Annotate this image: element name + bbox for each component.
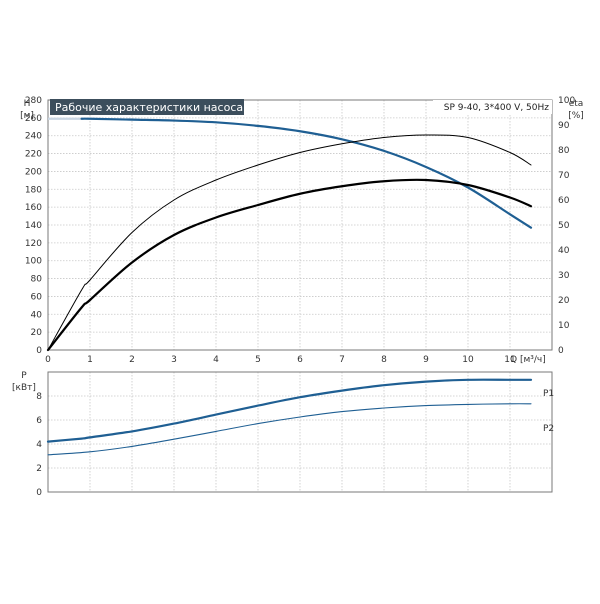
head-tick-label: 240 <box>25 132 42 142</box>
power-tick-label: 8 <box>36 392 42 402</box>
efficiency-tick-label: 80 <box>558 146 570 156</box>
upper-gridlines <box>48 99 552 350</box>
upper-tick-labels: 0 1 2 3 4 5 6 7 8 9 10 1102040608010012014016018020… <box>25 96 576 365</box>
efficiency-curve-thin <box>47 134 532 351</box>
x-tick-label: 0 <box>45 355 51 365</box>
x-tick-label: 4 <box>213 355 219 365</box>
head-tick-label: 20 <box>31 328 43 338</box>
head-tick-label: 80 <box>31 275 43 285</box>
x-tick-label: 5 <box>255 355 261 365</box>
upper-plot-frame <box>47 99 553 351</box>
efficiency-tick-label: 50 <box>558 221 570 231</box>
efficiency-tick-label: 60 <box>558 196 570 206</box>
efficiency-tick-label: 0 <box>558 346 564 356</box>
efficiency-tick-label: 10 <box>558 321 570 331</box>
head-tick-label: 120 <box>25 239 42 249</box>
power-axis-unit: [кВт] <box>12 383 36 393</box>
efficiency-tick-label: 40 <box>558 246 570 256</box>
head-tick-label: 0 <box>36 346 42 356</box>
lower-tick-labels: 0 2 4 6 8 <box>36 392 42 498</box>
lower-series <box>46 378 533 456</box>
head-tick-label: 200 <box>25 167 42 177</box>
x-tick-label: 9 <box>423 355 429 365</box>
series-label-p2: P2 <box>543 424 554 434</box>
x-tick-label: 1 <box>87 355 93 365</box>
power-tick-label: 2 <box>36 464 42 474</box>
efficiency-curve-thick <box>46 178 533 352</box>
head-tick-label: 100 <box>25 257 42 267</box>
efficiency-axis-unit: [%] <box>568 111 584 121</box>
head-tick-label: 40 <box>31 310 43 320</box>
power-p1-curve <box>46 378 533 443</box>
head-tick-label: 260 <box>25 114 42 124</box>
x-tick-label: 6 <box>297 355 303 365</box>
power-p2-curve <box>47 403 532 456</box>
model-label: SP 9-40, 3*400 V, 50Hz <box>444 103 550 113</box>
x-tick-label: 7 <box>339 355 345 365</box>
efficiency-tick-label: 90 <box>558 121 570 131</box>
head-tick-label: 140 <box>25 221 42 231</box>
head-tick-label: 220 <box>25 150 42 160</box>
head-tick-label: 180 <box>25 185 42 195</box>
x-tick-label: 11 <box>504 355 515 365</box>
efficiency-tick-label: 20 <box>558 296 570 306</box>
efficiency-tick-label: 100 <box>558 96 575 106</box>
lower-plot-frame <box>47 371 553 493</box>
power-tick-label: 6 <box>36 416 42 426</box>
upper-series <box>46 117 533 352</box>
chart-title: Рабочие характеристики насоса <box>55 101 243 114</box>
head-tick-label: 160 <box>25 203 42 213</box>
head-tick-label: 280 <box>25 96 42 106</box>
series-label-p1: P1 <box>543 389 554 399</box>
model-label-box <box>433 100 552 114</box>
head-tick-label: 60 <box>31 292 43 302</box>
power-tick-label: 4 <box>36 440 42 450</box>
x-tick-label: 3 <box>171 355 177 365</box>
x-tick-label: 2 <box>129 355 135 365</box>
chart-title-box <box>50 99 244 115</box>
head-axis-unit: [м] <box>20 111 34 121</box>
efficiency-tick-label: 70 <box>558 171 570 181</box>
power-axis-symbol: P <box>21 371 27 381</box>
efficiency-tick-label: 30 <box>558 271 570 281</box>
efficiency-axis-symbol: eta <box>569 99 584 109</box>
x-tick-label: 8 <box>381 355 387 365</box>
head-curve <box>80 117 533 229</box>
x-tick-label: 10 <box>462 355 474 365</box>
power-tick-label: 0 <box>36 488 42 498</box>
flow-axis-label: Q [м³/ч] <box>510 355 546 365</box>
head-axis-symbol: H <box>24 99 31 109</box>
